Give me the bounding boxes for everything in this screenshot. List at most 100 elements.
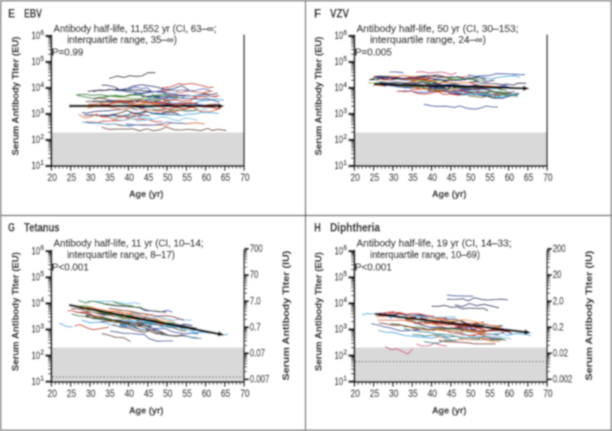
svg-text:10: 10 <box>32 272 41 284</box>
svg-text:1: 1 <box>40 374 44 383</box>
svg-text:10: 10 <box>335 108 344 120</box>
svg-text:40: 40 <box>428 388 437 400</box>
svg-text:45: 45 <box>447 388 456 400</box>
svg-text:EBV: EBV <box>24 8 42 20</box>
svg-text:10: 10 <box>335 245 344 257</box>
svg-text:20: 20 <box>351 172 360 184</box>
svg-text:45: 45 <box>144 388 153 400</box>
svg-text:2: 2 <box>40 132 44 141</box>
svg-text:5: 5 <box>40 54 44 63</box>
svg-text:10: 10 <box>32 56 41 68</box>
svg-text:30: 30 <box>86 172 95 184</box>
svg-text:25: 25 <box>370 388 379 400</box>
svg-text:4: 4 <box>40 80 44 89</box>
svg-text:interquartile range, 10–69): interquartile range, 10–69) <box>370 250 480 261</box>
svg-text:Serum Antibody Titer (EU): Serum Antibody Titer (EU) <box>314 252 325 371</box>
svg-text:10: 10 <box>335 30 344 42</box>
svg-text:Serum Antibody Titer (EU): Serum Antibody Titer (EU) <box>11 252 22 371</box>
svg-text:6: 6 <box>343 28 347 37</box>
svg-text:10: 10 <box>32 245 41 257</box>
svg-text:0.02: 0.02 <box>553 348 568 360</box>
svg-text:55: 55 <box>182 388 191 400</box>
svg-text:35: 35 <box>408 172 417 184</box>
svg-text:Serum Antibody Titer (IU): Serum Antibody Titer (IU) <box>281 251 292 381</box>
svg-text:200: 200 <box>553 243 566 255</box>
svg-text:25: 25 <box>67 172 76 184</box>
svg-text:60: 60 <box>505 172 514 184</box>
svg-text:Serum Antibody Titer (IU): Serum Antibody Titer (IU) <box>584 251 595 381</box>
svg-text:40: 40 <box>125 172 134 184</box>
svg-text:10: 10 <box>32 82 41 94</box>
svg-text:E: E <box>8 8 15 20</box>
svg-text:0.07: 0.07 <box>250 348 265 360</box>
svg-text:6: 6 <box>40 243 44 252</box>
svg-text:Age (yr): Age (yr) <box>129 405 164 416</box>
svg-text:Age (yr): Age (yr) <box>432 405 467 416</box>
svg-text:25: 25 <box>67 388 76 400</box>
svg-text:30: 30 <box>389 388 398 400</box>
svg-text:P<0.001: P<0.001 <box>355 262 392 273</box>
svg-text:10: 10 <box>335 376 344 388</box>
svg-text:1: 1 <box>343 374 347 383</box>
svg-text:Serum Antibody Titer (EU): Serum Antibody Titer (EU) <box>314 37 325 156</box>
svg-text:20: 20 <box>553 269 562 281</box>
svg-text:5: 5 <box>40 269 44 278</box>
svg-text:10: 10 <box>335 160 344 172</box>
svg-text:5: 5 <box>343 269 347 278</box>
svg-text:2: 2 <box>343 347 347 356</box>
svg-text:P=0.005: P=0.005 <box>355 47 392 58</box>
svg-text:2: 2 <box>40 347 44 356</box>
svg-text:P=0.99: P=0.99 <box>52 47 83 58</box>
svg-text:60: 60 <box>202 172 211 184</box>
svg-text:0.007: 0.007 <box>250 374 270 386</box>
svg-text:65: 65 <box>221 388 230 400</box>
svg-text:0.7: 0.7 <box>250 321 261 333</box>
svg-text:F: F <box>314 8 321 20</box>
svg-text:10: 10 <box>335 56 344 68</box>
svg-text:H: H <box>314 223 321 235</box>
svg-text:Age (yr): Age (yr) <box>432 189 467 200</box>
svg-text:55: 55 <box>485 388 494 400</box>
svg-text:20: 20 <box>48 388 57 400</box>
svg-text:60: 60 <box>202 388 211 400</box>
svg-text:10: 10 <box>32 134 41 146</box>
svg-text:10: 10 <box>32 350 41 362</box>
svg-text:Diphtheria: Diphtheria <box>330 223 381 235</box>
svg-text:35: 35 <box>105 172 114 184</box>
svg-text:35: 35 <box>408 388 417 400</box>
svg-text:10: 10 <box>335 134 344 146</box>
svg-text:10: 10 <box>335 350 344 362</box>
svg-text:3: 3 <box>40 106 44 115</box>
svg-text:30: 30 <box>86 388 95 400</box>
svg-text:Serum Antibody Titer (EU): Serum Antibody Titer (EU) <box>11 37 22 156</box>
svg-text:50: 50 <box>163 172 172 184</box>
svg-text:6: 6 <box>40 28 44 37</box>
svg-text:10: 10 <box>32 108 41 120</box>
svg-text:20: 20 <box>351 388 360 400</box>
svg-text:25: 25 <box>370 172 379 184</box>
svg-text:3: 3 <box>40 321 44 330</box>
svg-text:50: 50 <box>466 388 475 400</box>
svg-text:10: 10 <box>32 376 41 388</box>
svg-text:interquartile range, 35–∞): interquartile range, 35–∞) <box>67 35 177 46</box>
svg-text:Antibody half-life, 50 yr (CI,: Antibody half-life, 50 yr (CI, 30–153; <box>357 24 519 35</box>
svg-text:65: 65 <box>221 172 230 184</box>
svg-text:4: 4 <box>343 295 347 304</box>
svg-text:4: 4 <box>40 295 44 304</box>
svg-text:Antibody half-life, 19 yr (CI,: Antibody half-life, 19 yr (CI, 14–33; <box>357 238 512 249</box>
svg-text:interquartile range, 24–∞): interquartile range, 24–∞) <box>370 35 486 46</box>
svg-text:interquartile range, 8–17): interquartile range, 8–17) <box>67 250 175 261</box>
svg-text:Antibody half-life, 11 yr (CI,: Antibody half-life, 11 yr (CI, 10–14; <box>54 238 204 249</box>
svg-text:65: 65 <box>524 388 533 400</box>
svg-text:10: 10 <box>32 298 41 310</box>
svg-text:6: 6 <box>343 243 347 252</box>
svg-text:70: 70 <box>240 388 249 400</box>
svg-text:20: 20 <box>48 172 57 184</box>
svg-text:45: 45 <box>447 172 456 184</box>
svg-text:40: 40 <box>125 388 134 400</box>
svg-text:G: G <box>8 223 15 235</box>
svg-text:10: 10 <box>32 324 41 336</box>
svg-text:1: 1 <box>343 158 347 167</box>
svg-text:55: 55 <box>485 172 494 184</box>
svg-text:1: 1 <box>40 158 44 167</box>
